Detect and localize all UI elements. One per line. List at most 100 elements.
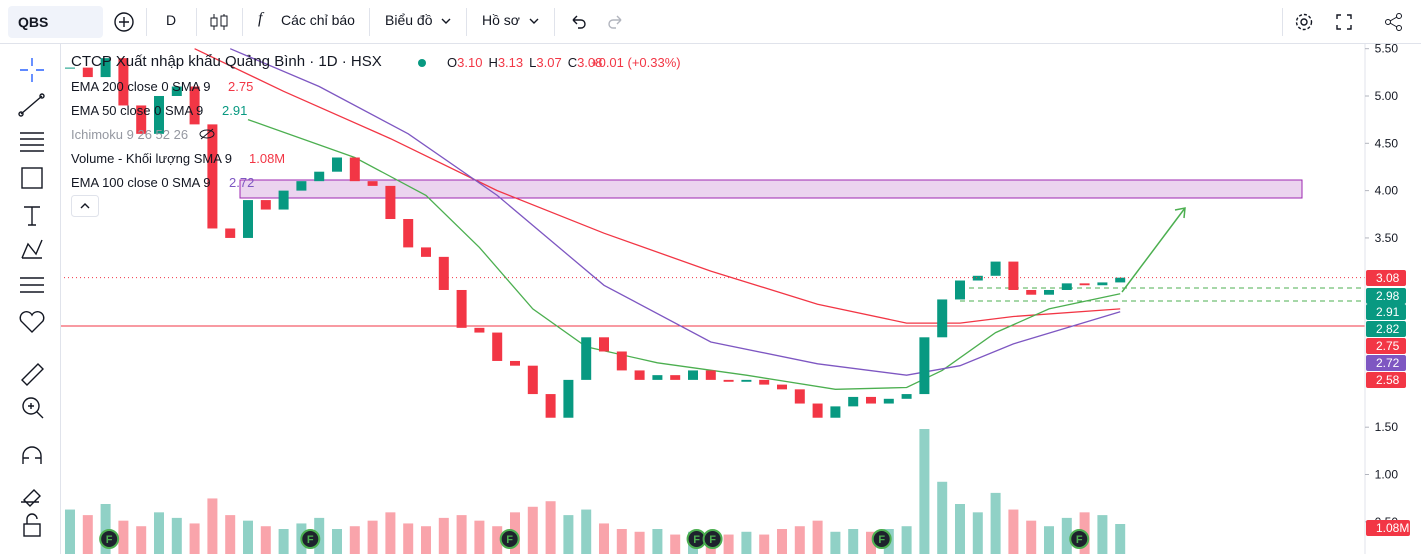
volume-bar [474,520,485,554]
event-label: F [1076,534,1083,546]
candle [438,256,449,290]
price-badge [1366,355,1406,371]
hidden-eye-icon[interactable] [198,127,216,141]
undo-icon[interactable] [568,12,588,32]
candle [955,280,965,300]
volume-bar [278,529,289,554]
candle [616,351,627,371]
volume-bar [1026,520,1037,554]
ohlc-value: 3.08 [577,55,603,70]
candle [919,337,930,395]
profile-button[interactable]: Hồ sơ [482,12,520,28]
candle [136,105,147,134]
event-marker [702,529,723,549]
volume-bar [634,531,645,554]
drawing-tools[interactable] [0,44,60,554]
indicator-value: 2.91 [222,103,248,118]
dropdown-icon [529,18,539,24]
volume-bar [118,520,129,554]
event-label: F [307,534,314,546]
ohlc-value: 3.07 [536,55,562,70]
volume-bar [367,520,378,554]
candle [794,389,805,404]
redo-icon[interactable] [606,12,626,32]
share-icon[interactable] [1384,12,1404,32]
ema-line [229,48,1121,376]
chart-type-button[interactable]: Biểu đồ [385,12,433,28]
fx-icon[interactable]: f [258,10,263,27]
ohlc-value: 3.13 [497,55,524,70]
candle [866,396,876,404]
price-badge [1366,288,1406,304]
candle [563,379,574,418]
symbol[interactable]: QBS [18,14,49,30]
volume-bar [100,504,111,554]
ohlc-value: 3.10 [457,55,483,70]
volume-bar [82,515,93,554]
indicator-name: Volume - Khối lượng SMA 9 [71,151,233,166]
indicator-name: Ichimoku 9 26 52 26 [71,127,189,142]
volume-bar [759,534,770,554]
candle [812,403,823,418]
volume-bar [990,492,1001,554]
volume-bar [848,529,859,554]
y-tick-label: 4.50 [1375,136,1399,150]
ohlc-key: O [447,55,458,70]
candle [1026,289,1037,295]
candle [421,247,431,257]
event-label: F [709,534,716,546]
volume-bar [260,526,271,554]
candle [972,275,983,281]
volume-badge [1366,520,1410,536]
ohlc: O3.10 H3.13 L3.07 C3.08 [447,55,608,70]
candle [403,219,414,248]
candle [670,375,681,380]
arrow-head [1174,207,1186,219]
price-badge [1366,338,1406,354]
interval[interactable]: D [166,12,177,28]
candle [332,157,342,172]
event-label: F [506,534,513,546]
indicators-button[interactable]: Các chỉ báo [281,12,355,28]
collapse-button[interactable] [71,195,99,217]
candle [1079,283,1090,286]
volume-bar [1008,509,1019,554]
candle [759,379,770,385]
volume-bar [652,529,663,554]
settings-icon[interactable] [1294,12,1314,32]
candle [385,185,396,220]
candle [777,384,787,390]
event-label: F [878,534,885,546]
fullscreen-icon[interactable] [1334,12,1354,32]
candle [634,370,645,380]
candle [1115,277,1126,283]
candle [100,58,111,78]
top-toolbar: QBS D f Các chỉ báo Biểu đồ Hồ sơ [0,0,1421,44]
volume-bar [421,526,431,554]
volume-bar [581,509,592,554]
y-tick-label: 4.00 [1375,184,1399,198]
candle [171,86,182,96]
indicator-value: 2.72 [229,175,255,190]
symbol-box[interactable]: QBS [8,6,103,38]
volume-bar [937,481,948,554]
candle [456,289,467,328]
dropdown-icon [441,18,451,24]
volume-bar [777,529,787,554]
add-symbol-icon[interactable] [113,11,135,33]
candle [492,332,503,361]
candle [848,396,859,407]
volume-bar [599,523,609,554]
volume-bar [919,429,930,554]
ohlc-key: C [567,55,578,70]
event-label: F [693,534,700,546]
volume-bar [563,515,574,554]
volume-bar [1061,517,1072,554]
candle-icon[interactable] [208,11,230,33]
volume-bar [527,506,538,554]
candle [314,171,325,182]
candle [901,394,912,399]
candle [65,67,75,69]
volume-bar [438,517,449,554]
